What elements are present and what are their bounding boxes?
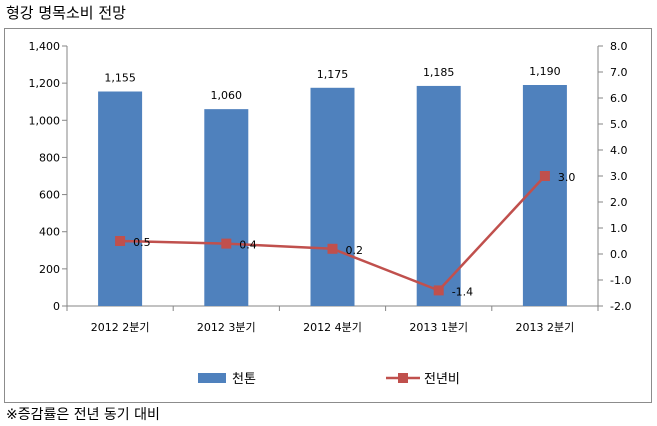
x-tick-label: 2013 2분기 [516,321,575,334]
right-tick-label: 5.0 [610,118,628,131]
right-tick-label: 2.0 [610,196,628,209]
x-tick-label: 2012 2분기 [91,321,150,334]
x-tick-label: 2012 3분기 [197,321,256,334]
legend-bar-swatch [198,373,226,383]
line-marker [221,238,232,249]
line-marker [327,243,338,254]
left-tick-label: 1,200 [29,77,61,90]
chart-frame [4,28,652,403]
line-marker [115,236,126,246]
left-tick-label: 600 [39,189,60,202]
left-tick-label: 1,400 [29,40,61,53]
legend-line-marker [398,373,408,383]
chart-title: 형강 명목소비 전망 [6,4,126,22]
bar [416,85,461,306]
line-data-label: -1.4 [452,285,473,298]
bar-data-label: 1,060 [211,89,243,102]
legend-line-label: 전년비 [424,372,460,387]
bar-data-label: 1,190 [529,65,561,78]
right-tick-label: 7.0 [610,66,628,79]
left-tick-label: 200 [39,263,60,276]
right-tick-label: -2.0 [610,300,631,313]
bar-data-label: 1,155 [104,72,136,85]
bar-data-label: 1,175 [317,68,349,81]
bar [204,109,249,307]
line-marker [539,171,550,181]
x-tick-label: 2013 1분기 [409,321,468,334]
footnote: ※증감률은 전년 동기 대비 [6,407,160,423]
line-data-label: 0.2 [346,244,364,257]
right-tick-label: 0.0 [610,248,628,261]
line-data-label: 3.0 [558,171,576,184]
right-tick-label: -1.0 [610,274,631,287]
left-tick-label: 400 [39,226,60,239]
bar [98,91,143,306]
left-tick-label: 800 [39,151,60,164]
x-tick-label: 2012 4분기 [303,321,362,334]
left-tick-label: 0 [53,300,60,313]
left-tick-label: 1,000 [29,114,61,127]
right-tick-label: 6.0 [610,92,628,105]
right-tick-label: 8.0 [610,40,628,53]
bar [522,85,567,306]
right-tick-label: 4.0 [610,144,628,157]
legend-bar-label: 천톤 [232,372,256,387]
right-tick-label: 3.0 [610,170,628,183]
line-data-label: 0.4 [239,239,256,252]
bar [310,87,355,307]
right-tick-label: 1.0 [610,222,628,235]
bar-data-label: 1,185 [423,66,455,79]
line-data-label: 0.5 [133,236,151,249]
line-marker [433,285,444,296]
